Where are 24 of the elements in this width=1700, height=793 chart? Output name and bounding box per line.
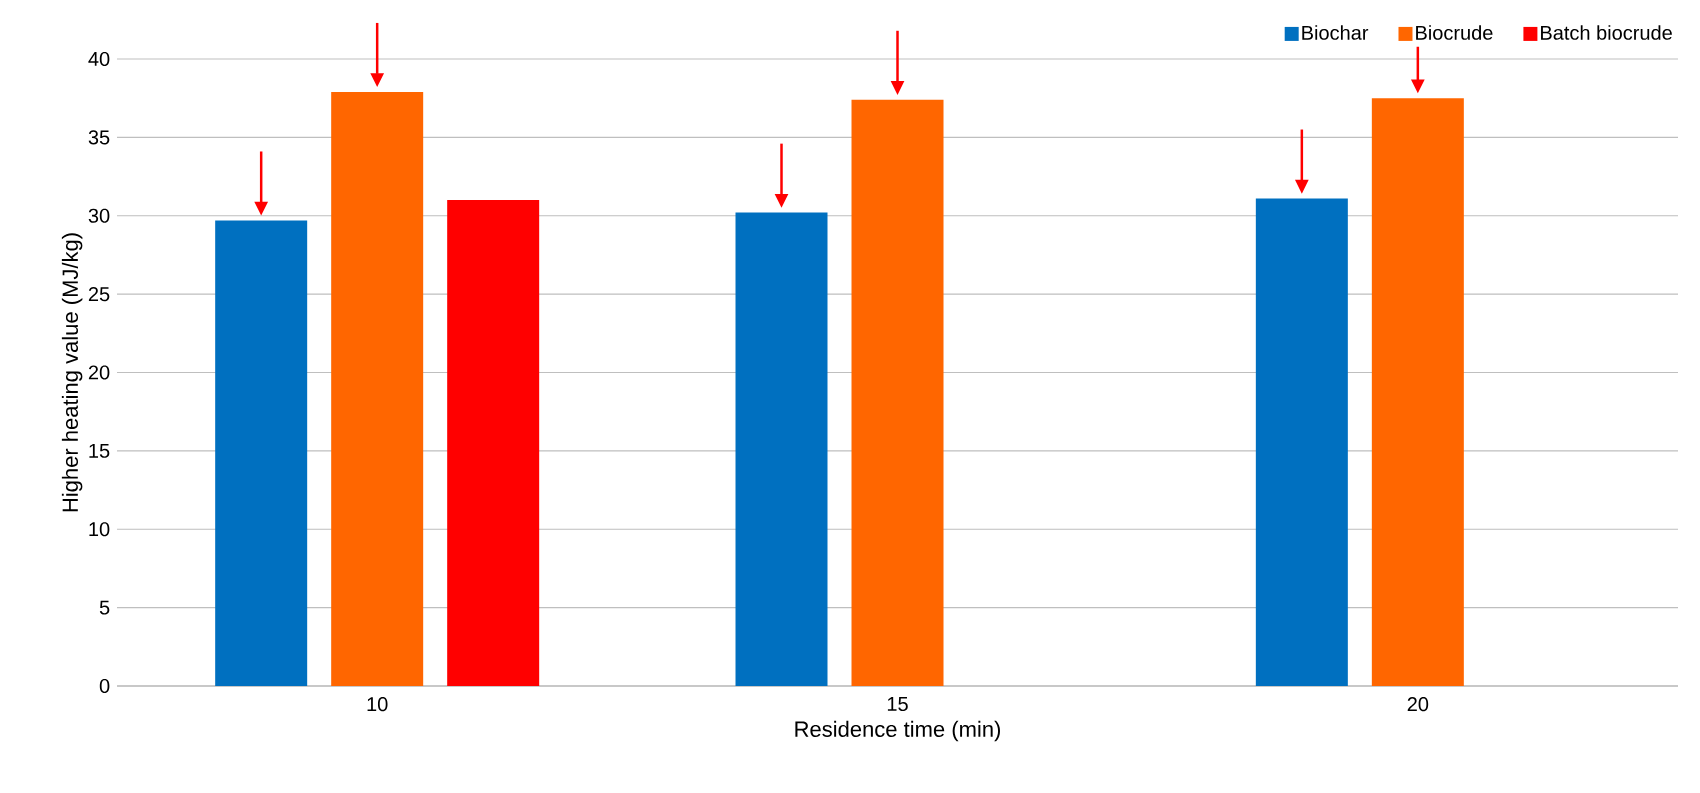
bar — [851, 99, 944, 686]
y-tick-label: 20 — [88, 365, 110, 380]
y-tick-label: 25 — [88, 287, 110, 302]
y-tick-label: 35 — [88, 130, 110, 145]
x-tick-label: 20 — [1407, 697, 1429, 712]
x-tick-label: 15 — [887, 697, 908, 712]
y-axis-title: Higher heating value (MJ/kg) — [61, 233, 83, 512]
y-tick-label: 10 — [89, 522, 110, 537]
bar — [215, 220, 308, 686]
legend-label: Batch biocrude — [1541, 25, 1672, 40]
y-tick-label: 40 — [88, 51, 110, 67]
y-tick-label: 30 — [88, 208, 110, 223]
legend-label: Biocrude — [1416, 25, 1493, 40]
y-tick-label: 15 — [89, 443, 110, 458]
legend-label: Biochar — [1302, 25, 1369, 40]
bar — [735, 212, 828, 686]
bar — [1255, 198, 1348, 686]
x-axis-title: Residence time (min) — [795, 720, 1001, 742]
bar — [447, 200, 540, 686]
bar — [331, 91, 424, 686]
x-tick-label: 10 — [367, 697, 388, 712]
bar — [1371, 98, 1464, 686]
y-tick-label: 5 — [99, 600, 110, 615]
y-tick-label: 0 — [99, 678, 110, 694]
